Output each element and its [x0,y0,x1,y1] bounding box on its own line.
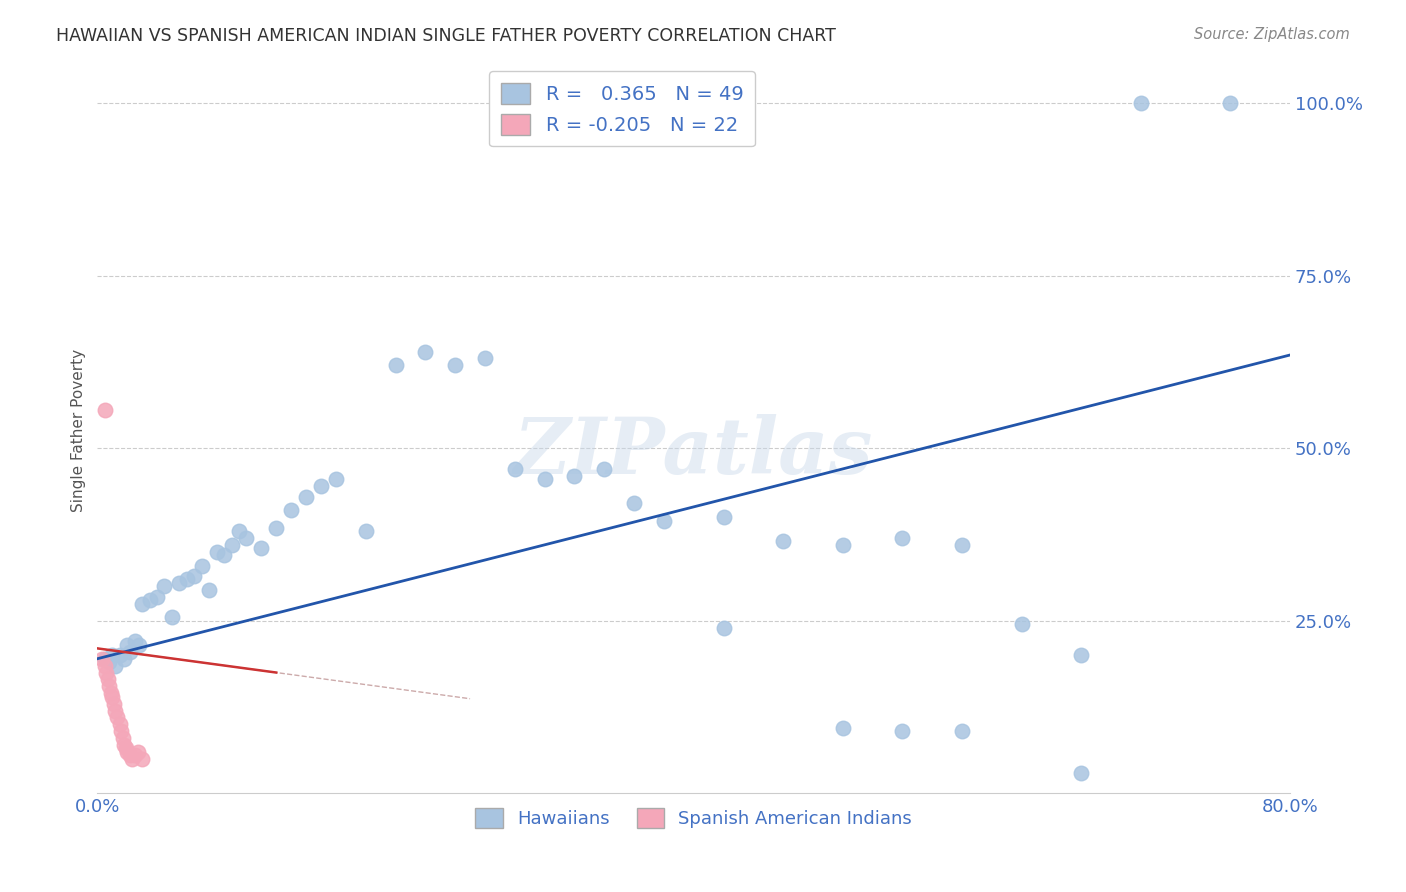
Point [120,748,142,763]
Point [97,673,120,687]
Point [205,545,228,559]
Point [950,724,973,739]
Point [121,752,143,766]
Point [111,731,134,745]
Point [108,648,131,663]
Point [1219,96,1241,111]
Point [146,590,169,604]
Point [160,610,183,624]
Point [98,655,121,669]
Point [128,638,150,652]
Point [104,658,127,673]
Text: Source: ZipAtlas.com: Source: ZipAtlas.com [1194,27,1350,42]
Point [228,524,250,538]
Point [176,572,198,586]
Point [114,741,136,756]
Point [415,344,437,359]
Point [94,403,117,417]
Point [354,524,377,538]
Point [713,621,735,635]
Point [101,690,124,704]
Point [105,710,128,724]
Point [131,597,153,611]
Point [533,472,555,486]
Point [100,686,122,700]
Point [444,359,467,373]
Point [138,593,160,607]
Text: ZIPatlas: ZIPatlas [515,415,873,491]
Point [772,534,794,549]
Point [235,531,257,545]
Point [115,638,138,652]
Point [891,531,914,545]
Point [183,569,205,583]
Point [108,717,131,731]
Y-axis label: Single Father Poverty: Single Father Poverty [72,350,86,513]
Point [104,704,127,718]
Point [120,645,142,659]
Point [94,658,117,673]
Point [96,665,118,680]
Point [198,582,221,597]
Point [1070,765,1092,780]
Legend: Hawaiians, Spanish American Indians: Hawaiians, Spanish American Indians [468,801,920,835]
Point [325,472,347,486]
Point [295,490,318,504]
Point [212,548,235,562]
Point [101,648,124,663]
Point [831,721,853,735]
Point [250,541,273,556]
Point [593,462,616,476]
Point [124,748,146,763]
Point [950,538,973,552]
Point [831,538,853,552]
Point [112,651,135,665]
Point [127,745,149,759]
Point [891,724,914,739]
Point [153,579,176,593]
Point [713,510,735,524]
Point [90,651,112,665]
Point [503,462,526,476]
Point [564,468,586,483]
Point [103,697,125,711]
Point [124,634,146,648]
Point [264,520,287,534]
Point [1011,617,1033,632]
Point [474,351,496,366]
Point [1070,648,1092,663]
Point [652,514,675,528]
Point [94,651,117,665]
Point [623,496,645,510]
Point [131,752,153,766]
Point [112,738,135,752]
Point [98,679,121,693]
Point [384,359,406,373]
Point [309,479,332,493]
Point [190,558,212,573]
Point [1129,96,1152,111]
Point [221,538,243,552]
Text: HAWAIIAN VS SPANISH AMERICAN INDIAN SINGLE FATHER POVERTY CORRELATION CHART: HAWAIIAN VS SPANISH AMERICAN INDIAN SING… [56,27,837,45]
Point [280,503,302,517]
Point [110,724,132,739]
Point [115,745,138,759]
Point [169,575,191,590]
